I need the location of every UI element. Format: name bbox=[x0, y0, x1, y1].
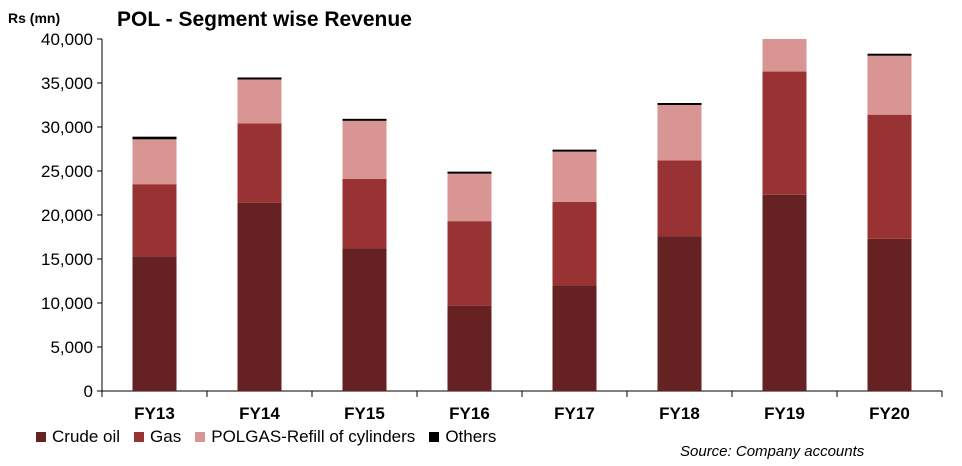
legend-label-others: Others bbox=[445, 427, 497, 446]
x-tick-label: FY15 bbox=[344, 404, 385, 423]
bar-fy14-others bbox=[237, 77, 282, 80]
bar-fy16-gas bbox=[447, 221, 492, 306]
legend-item-polgas: POLGAS-Refill of cylinders bbox=[195, 427, 415, 447]
chart-title: POL - Segment wise Revenue bbox=[117, 8, 412, 31]
bar-fy13-crude-oil bbox=[132, 256, 177, 391]
bar-fy18-gas bbox=[657, 160, 702, 237]
bar-fy17-crude-oil bbox=[552, 285, 597, 391]
bar-fy18-others bbox=[657, 103, 702, 105]
bar-fy17-others bbox=[552, 149, 597, 152]
legend-swatch-crude-oil bbox=[36, 432, 46, 442]
bar-fy20-polgas-refill-of-cylinders bbox=[867, 55, 912, 115]
bar-fy14-crude-oil bbox=[237, 202, 282, 391]
legend-swatch-polgas bbox=[195, 432, 206, 442]
bar-fy19-gas bbox=[762, 71, 807, 195]
chart-legend: Crude oil Gas POLGAS-Refill of cylinders… bbox=[36, 427, 510, 447]
bar-fy20-gas bbox=[867, 114, 912, 239]
x-tick-label: FY13 bbox=[134, 404, 175, 423]
x-tick-label: FY18 bbox=[659, 404, 700, 423]
bar-fy15-others bbox=[342, 118, 387, 121]
bar-fy13-others bbox=[132, 136, 177, 140]
legend-swatch-others bbox=[429, 432, 440, 442]
legend-label-crude-oil: Crude oil bbox=[52, 427, 121, 446]
bar-fy15-polgas-refill-of-cylinders bbox=[342, 120, 387, 179]
x-tick-label: FY20 bbox=[869, 404, 910, 423]
legend-item-others: Others bbox=[429, 427, 496, 447]
bar-fy15-crude-oil bbox=[342, 248, 387, 391]
y-axis-unit-label: Rs (mn) bbox=[8, 10, 61, 26]
bar-fy19-polgas-refill-of-cylinders bbox=[762, 39, 807, 72]
y-tick-label: 20,000 bbox=[41, 206, 93, 225]
bar-fy18-crude-oil bbox=[657, 236, 702, 391]
bar-fy18-polgas-refill-of-cylinders bbox=[657, 105, 702, 161]
legend-label-gas: Gas bbox=[150, 427, 182, 446]
legend-item-gas: Gas bbox=[134, 427, 181, 447]
x-tick-label: FY16 bbox=[449, 404, 490, 423]
legend-swatch-gas bbox=[134, 432, 145, 442]
bar-fy13-gas bbox=[132, 184, 177, 257]
bar-fy14-polgas-refill-of-cylinders bbox=[237, 79, 282, 124]
y-tick-label: 10,000 bbox=[41, 294, 93, 313]
bar-fy17-polgas-refill-of-cylinders bbox=[552, 151, 597, 202]
legend-item-crude-oil: Crude oil bbox=[36, 427, 120, 447]
y-tick-label: 25,000 bbox=[41, 162, 93, 181]
y-tick-label: 5,000 bbox=[50, 338, 93, 357]
legend-label-polgas: POLGAS-Refill of cylinders bbox=[211, 427, 416, 446]
y-tick-label: 30,000 bbox=[41, 118, 93, 137]
y-tick-label: 40,000 bbox=[41, 30, 93, 49]
bar-fy13-polgas-refill-of-cylinders bbox=[132, 139, 177, 185]
bar-fy20-crude-oil bbox=[867, 238, 912, 391]
bar-fy20-others bbox=[867, 53, 912, 56]
x-tick-label: FY17 bbox=[554, 404, 595, 423]
y-tick-label: 0 bbox=[84, 382, 93, 401]
y-tick-label: 35,000 bbox=[41, 74, 93, 93]
bar-fy16-others bbox=[447, 171, 492, 174]
bar-fy16-crude-oil bbox=[447, 305, 492, 391]
bar-fy19-crude-oil bbox=[762, 194, 807, 391]
bar-fy14-gas bbox=[237, 123, 282, 203]
bar-fy16-polgas-refill-of-cylinders bbox=[447, 173, 492, 222]
x-tick-label: FY14 bbox=[239, 404, 280, 423]
source-note: Source: Company accounts bbox=[680, 443, 865, 460]
bar-fy17-gas bbox=[552, 201, 597, 286]
bar-fy15-gas bbox=[342, 178, 387, 249]
x-tick-label: FY19 bbox=[764, 404, 805, 423]
y-tick-label: 15,000 bbox=[41, 250, 93, 269]
